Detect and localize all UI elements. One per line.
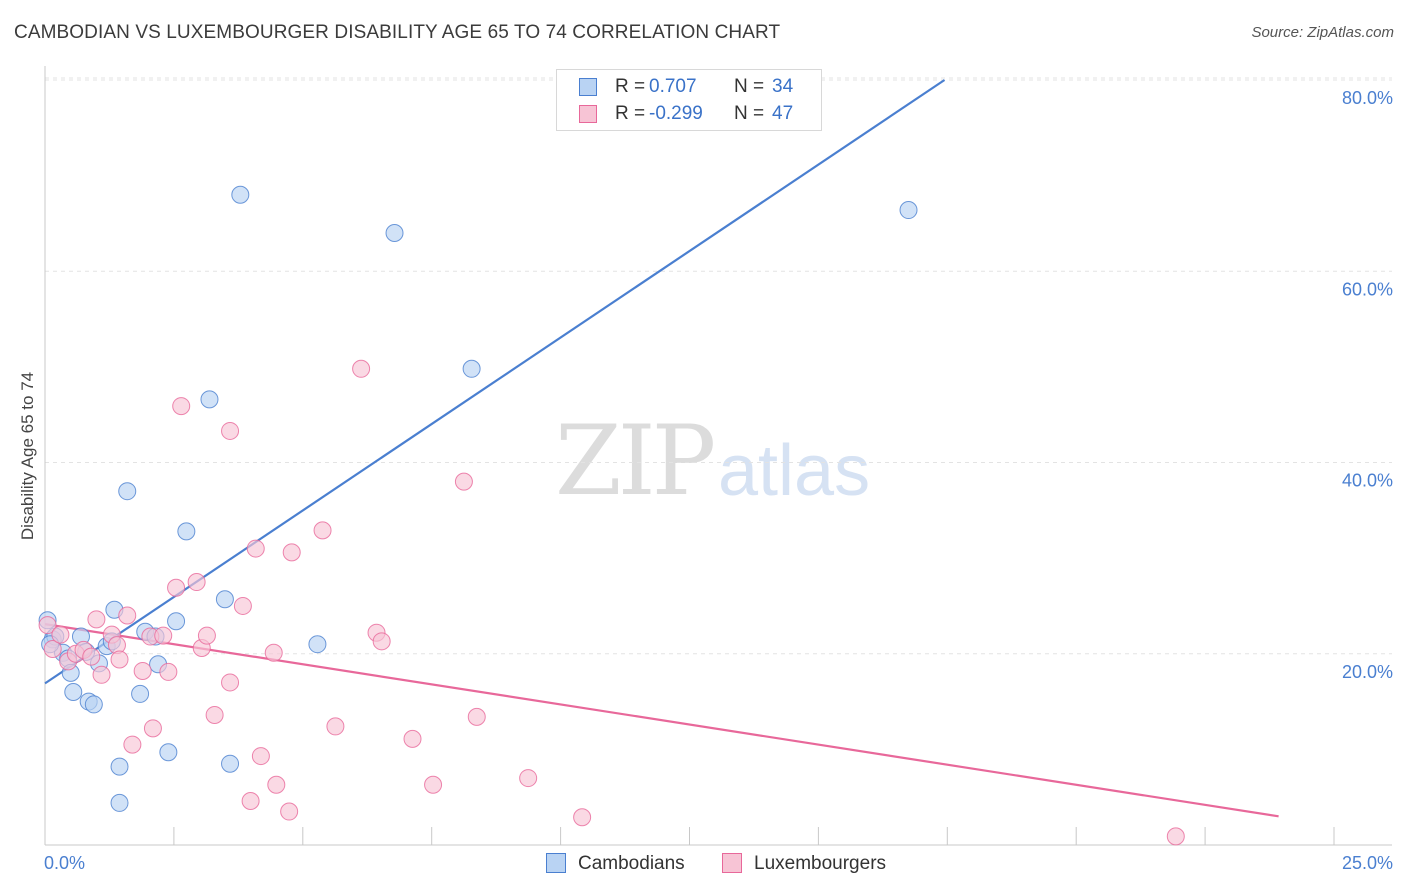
data-point-luxembourgers xyxy=(143,719,162,738)
legend-label-luxembourgers: Luxembourgers xyxy=(754,853,887,874)
data-point-luxembourgers xyxy=(38,616,57,635)
watermark-zip: ZIP xyxy=(555,405,716,517)
correlation-legend: R = 0.707 N = 34 R = -0.299 N = 47 xyxy=(556,69,822,131)
data-point-cambodians xyxy=(159,743,178,762)
data-point-cambodians xyxy=(899,201,918,220)
legend-row-luxembourgers: R = -0.299 N = 47 xyxy=(557,101,821,127)
grid-lines xyxy=(45,77,1392,655)
data-point-luxembourgers xyxy=(519,769,538,788)
y-tick-label: 60.0% xyxy=(1342,279,1393,299)
data-point-luxembourgers xyxy=(82,647,101,666)
x-tick-label-max: 25.0% xyxy=(1342,853,1393,873)
data-point-luxembourgers xyxy=(424,775,443,794)
legend-label-cambodians: Cambodians xyxy=(578,853,685,874)
data-point-luxembourgers xyxy=(197,626,216,645)
data-point-cambodians xyxy=(131,684,150,703)
data-point-luxembourgers xyxy=(233,596,252,615)
r-label: R = xyxy=(615,76,646,97)
data-point-luxembourgers xyxy=(43,639,62,658)
data-point-luxembourgers xyxy=(352,359,371,378)
data-points xyxy=(38,185,1185,846)
y-tick-label: 40.0% xyxy=(1342,471,1393,491)
trend-lines xyxy=(44,79,1279,818)
n-value: 34 xyxy=(772,76,794,97)
n-label: N = xyxy=(734,103,765,124)
data-point-cambodians xyxy=(308,635,327,654)
data-point-luxembourgers xyxy=(159,662,178,681)
y-axis-title: Disability Age 65 to 74 xyxy=(18,372,37,540)
source-label: Source: ZipAtlas.com xyxy=(1251,24,1394,41)
data-point-luxembourgers xyxy=(282,543,301,562)
data-point-luxembourgers xyxy=(221,673,240,692)
y-tick-label: 20.0% xyxy=(1342,662,1393,682)
data-point-luxembourgers xyxy=(246,539,265,558)
r-value: 0.707 xyxy=(649,76,697,97)
data-point-luxembourgers xyxy=(167,578,186,597)
axis-labels: 20.0% 40.0% 60.0% 80.0% 0.0% 25.0% Disability … xyxy=(18,88,1393,873)
data-point-luxembourgers xyxy=(1166,827,1185,846)
data-point-luxembourgers xyxy=(110,650,129,669)
blue-swatch xyxy=(546,853,566,873)
data-point-cambodians xyxy=(462,359,481,378)
y-tick-label: 80.0% xyxy=(1342,88,1393,108)
data-point-luxembourgers xyxy=(118,606,137,625)
axes xyxy=(44,66,1392,846)
data-point-luxembourgers xyxy=(187,573,206,592)
data-point-luxembourgers xyxy=(241,792,260,811)
data-point-luxembourgers xyxy=(313,521,332,540)
data-point-luxembourgers xyxy=(326,717,345,736)
data-point-cambodians xyxy=(221,754,240,773)
n-label: N = xyxy=(734,76,765,97)
pink-swatch xyxy=(579,105,597,123)
data-point-luxembourgers xyxy=(403,729,422,748)
trend-line-luxembourgers xyxy=(44,623,1279,818)
data-point-luxembourgers xyxy=(123,735,142,754)
data-point-cambodians xyxy=(167,612,186,631)
data-point-luxembourgers xyxy=(251,747,270,766)
x-tick-label-min: 0.0% xyxy=(44,853,85,873)
data-point-cambodians xyxy=(177,522,196,541)
pink-swatch xyxy=(722,853,742,873)
data-point-luxembourgers xyxy=(221,421,240,440)
data-point-cambodians xyxy=(118,482,137,501)
r-value: -0.299 xyxy=(649,103,703,124)
data-point-cambodians xyxy=(200,390,219,409)
watermark-atlas: atlas xyxy=(718,431,871,511)
legend-row-cambodians: R = 0.707 N = 34 xyxy=(557,74,821,100)
data-point-luxembourgers xyxy=(264,643,283,662)
data-point-cambodians xyxy=(64,683,83,701)
data-point-cambodians xyxy=(110,793,129,812)
data-point-luxembourgers xyxy=(154,626,173,645)
data-point-luxembourgers xyxy=(51,625,70,644)
data-point-cambodians xyxy=(231,185,250,204)
data-point-cambodians xyxy=(84,695,103,714)
chart-title: CAMBODIAN VS LUXEMBOURGER DISABILITY AGE… xyxy=(14,22,781,43)
data-point-luxembourgers xyxy=(454,472,473,491)
blue-swatch xyxy=(579,78,597,96)
data-point-luxembourgers xyxy=(372,632,391,651)
data-point-cambodians xyxy=(215,590,234,609)
data-point-luxembourgers xyxy=(205,705,224,724)
r-label: R = xyxy=(615,103,646,124)
data-point-luxembourgers xyxy=(467,707,486,726)
data-point-cambodians xyxy=(385,224,404,242)
data-point-luxembourgers xyxy=(573,808,592,827)
data-point-luxembourgers xyxy=(133,661,152,680)
data-point-luxembourgers xyxy=(172,397,191,416)
n-value: 47 xyxy=(772,103,794,124)
data-point-luxembourgers xyxy=(92,665,111,684)
data-point-luxembourgers xyxy=(87,610,106,629)
data-point-cambodians xyxy=(110,757,129,776)
data-point-luxembourgers xyxy=(280,802,299,821)
data-point-luxembourgers xyxy=(267,775,286,794)
